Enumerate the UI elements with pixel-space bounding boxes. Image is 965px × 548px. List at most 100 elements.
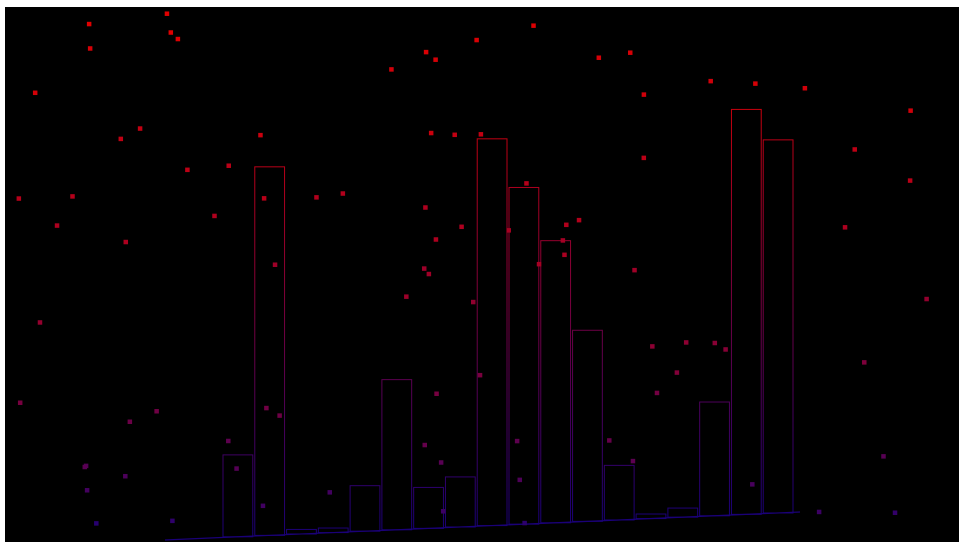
scatter-point [423,49,429,55]
scatter-point [137,126,143,131]
scatter-point [123,239,129,245]
bar [254,166,286,536]
scatter-point [84,488,90,493]
scatter-point [123,473,128,479]
scatter-point [258,132,263,138]
scatter-point [708,78,713,84]
bar [286,528,317,535]
scatter-point [630,458,636,464]
bar [349,485,381,532]
bar [444,476,476,528]
scatter-points [16,11,929,526]
scatter-point [54,223,60,228]
bar [476,138,508,527]
scatter-point [389,67,394,72]
scatter-point [175,36,181,42]
scatter-point [421,266,427,271]
scatter-point [16,196,22,201]
scatter-point [892,510,898,515]
bar [317,527,349,534]
scatter-point [87,46,93,51]
scatter-point [340,191,346,196]
chart-canvas [5,7,959,542]
scatter-point [862,360,867,365]
scatter-point [908,108,913,113]
scatter-point [118,136,124,142]
scatter-point [712,340,718,346]
scatter-point [434,391,439,397]
scatter-point [753,81,758,86]
scatter-point [536,261,542,267]
scatter-point [477,372,483,378]
scatter-point [440,509,446,514]
bar [222,454,254,538]
scatter-point [881,454,886,459]
scatter-point [842,225,848,230]
scatter-point [459,224,464,230]
scatter-point [478,132,484,137]
scatter-point [596,55,602,60]
scatter-point [234,466,239,471]
bars-group [222,108,794,538]
scatter-point [452,132,457,138]
scatter-point [674,370,680,375]
scatter-point [522,520,527,526]
scatter-point [524,181,529,186]
scatter-point [641,92,647,97]
scatter-point [907,178,913,183]
scatter-point [17,400,23,405]
scatter-point [86,21,92,27]
scatter-point [632,267,637,273]
bar [381,379,413,531]
bar [603,464,635,521]
scatter-point [272,262,278,267]
bar [572,329,603,522]
scatter-point [327,490,333,495]
scatter-point [627,50,633,55]
scatter-point [531,23,536,28]
scatter-point [404,294,409,299]
scatter-point [32,90,38,96]
scatter-point [185,167,190,173]
scatter-point [264,405,269,411]
scatter-point [564,222,569,228]
scatter-point [438,460,444,465]
scatter-point [654,390,660,396]
scatter-point [723,347,728,352]
scatter-point [82,464,88,470]
scatter-point [226,163,231,168]
scatter-point [506,228,511,233]
scatter-point [164,11,170,16]
scatter-point [277,413,282,418]
bar-chart-3d [16,11,929,541]
scatter-point [607,438,612,443]
scatter-point [802,85,808,91]
bar [667,507,699,518]
scatter-point [683,340,689,345]
bar [635,513,667,520]
scatter-point [560,238,566,243]
scatter-point [127,419,133,425]
bar [699,401,730,517]
scatter-point [750,482,755,487]
scatter-point [314,195,319,200]
bar [413,486,444,529]
scatter-point [852,147,857,152]
scatter-point [94,521,99,526]
scatter-point [641,155,647,161]
bar [762,139,794,514]
scatter-point [154,409,159,414]
scatter-point [426,271,432,277]
scatter-point [422,442,428,448]
bar [540,240,572,524]
scatter-point [924,296,929,302]
scatter-point [433,237,439,242]
scatter-point [470,299,476,305]
scatter-point [576,217,582,223]
scatter-point [170,518,175,524]
scatter-point [423,205,428,210]
scatter-point [517,477,523,483]
bar [730,108,762,515]
scatter-point [428,130,434,136]
scatter-point [37,320,43,325]
